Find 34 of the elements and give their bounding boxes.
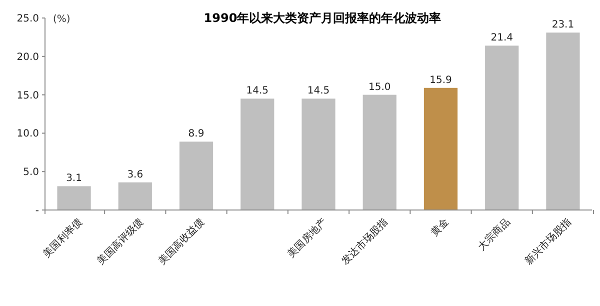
y-tick-label: 15.0 [16,90,39,102]
x-tick-label: 美国房地产 [285,216,330,260]
y-tick-label: - [35,206,40,216]
x-tick-label: 大宗商品 [476,216,512,253]
data-label: 8.9 [188,128,204,140]
x-tick-label: 新兴市场股指 [522,216,574,268]
bar [240,98,274,210]
y-axis-title: (%) [53,14,70,25]
y-tick-label: 5.0 [23,167,39,178]
y-tick-label: 20.0 [16,52,39,63]
data-label: 15.9 [430,74,452,86]
chart-title: 1990年以来大类资产月回报率的年化波动率 [204,11,442,25]
data-label: 14.5 [246,86,269,97]
x-tick-label: 黄金 [428,216,452,239]
data-label: 3.6 [127,169,144,180]
bar [546,32,580,210]
y-tick-label: 25.0 [16,14,39,24]
x-tick-label: 发达市场股指 [339,216,390,268]
data-label: 15.0 [368,82,391,93]
bar [362,94,396,210]
x-tick-label: 美国高收益债 [156,216,207,268]
y-tick-label: 10.0 [16,128,39,140]
bar [302,98,336,210]
data-label: 23.1 [552,20,574,31]
x-tick-label: 美国高评级债 [94,216,146,268]
bar [179,142,214,210]
bar [485,46,519,210]
bar [118,182,152,210]
data-label: 21.4 [490,32,513,44]
data-label: 3.1 [66,173,82,184]
bar [57,186,91,210]
data-label: 14.5 [307,86,330,97]
x-tick-label: 美国利率债 [40,216,85,260]
bar [424,88,458,210]
